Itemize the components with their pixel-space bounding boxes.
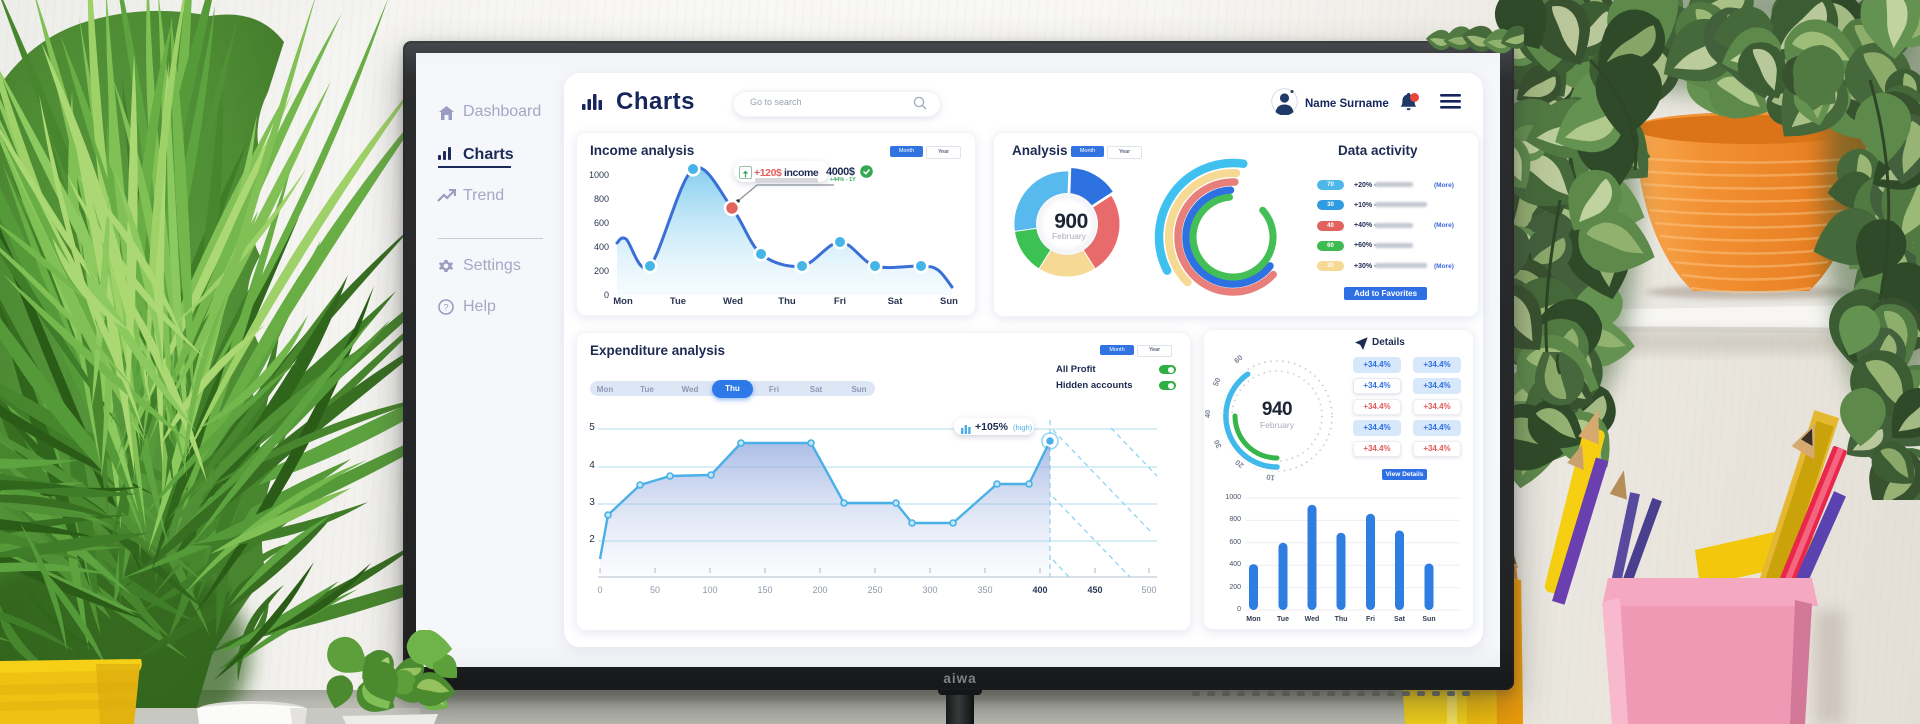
svg-text:10: 10 — [1266, 472, 1276, 482]
svg-text:?: ? — [443, 303, 448, 313]
svg-text:30: 30 — [1212, 438, 1224, 449]
svg-text:40: 40 — [1203, 410, 1212, 418]
svg-text:50: 50 — [1211, 376, 1223, 387]
